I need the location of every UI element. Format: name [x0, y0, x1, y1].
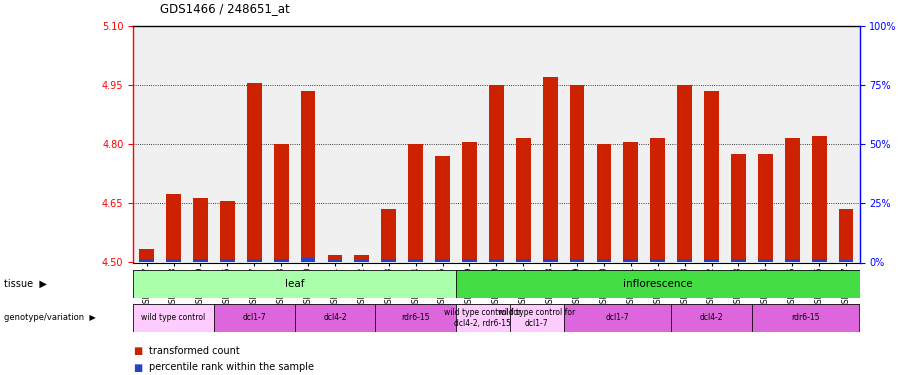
Text: percentile rank within the sample: percentile rank within the sample: [149, 363, 314, 372]
Bar: [409, 259, 423, 262]
Text: GDS1466 / 248651_at: GDS1466 / 248651_at: [160, 2, 290, 15]
Bar: [220, 258, 235, 262]
Bar: [382, 260, 396, 262]
Bar: [328, 260, 342, 262]
Bar: [651, 138, 665, 262]
Bar: [140, 249, 154, 262]
Text: wild type control: wild type control: [141, 314, 206, 322]
Bar: [678, 85, 692, 262]
Bar: [436, 260, 450, 262]
Bar: [456, 270, 860, 298]
Bar: [489, 85, 504, 262]
Bar: [274, 144, 289, 262]
Bar: [409, 144, 423, 262]
Bar: [166, 258, 181, 262]
Text: dcl1-7: dcl1-7: [606, 314, 629, 322]
Bar: [509, 304, 563, 332]
Bar: [301, 91, 315, 262]
Text: wild type control for
dcl4-2, rdr6-15: wild type control for dcl4-2, rdr6-15: [445, 308, 521, 327]
Bar: [839, 260, 853, 262]
Text: dcl4-2: dcl4-2: [699, 314, 724, 322]
Bar: [355, 260, 369, 262]
Text: tissue  ▶: tissue ▶: [4, 279, 48, 289]
Bar: [812, 259, 826, 262]
Bar: [462, 142, 477, 262]
Bar: [704, 258, 719, 262]
Bar: [436, 156, 450, 262]
Text: ■: ■: [133, 346, 142, 355]
Bar: [752, 304, 860, 332]
Bar: [563, 304, 671, 332]
Bar: [194, 260, 208, 262]
Bar: [274, 260, 289, 262]
Bar: [328, 255, 342, 262]
Text: dcl4-2: dcl4-2: [323, 314, 346, 322]
Bar: [543, 259, 557, 262]
Bar: [301, 258, 315, 262]
Text: dcl1-7: dcl1-7: [242, 314, 266, 322]
Bar: [597, 144, 611, 262]
Bar: [758, 154, 773, 262]
Bar: [516, 259, 531, 262]
Text: wild type control for
dcl1-7: wild type control for dcl1-7: [498, 308, 575, 327]
Bar: [812, 136, 826, 262]
Bar: [489, 258, 504, 262]
Bar: [166, 194, 181, 262]
Text: rdr6-15: rdr6-15: [791, 314, 820, 322]
Text: inflorescence: inflorescence: [623, 279, 693, 289]
Bar: [543, 77, 557, 262]
Bar: [220, 201, 235, 262]
Bar: [456, 304, 509, 332]
Bar: [140, 260, 154, 262]
Bar: [133, 304, 214, 332]
Bar: [247, 83, 262, 262]
Bar: [516, 138, 531, 262]
Bar: [375, 304, 456, 332]
Bar: [731, 154, 746, 262]
Bar: [294, 304, 375, 332]
Bar: [597, 260, 611, 262]
Bar: [758, 260, 773, 262]
Bar: [785, 138, 799, 262]
Text: genotype/variation  ▶: genotype/variation ▶: [4, 314, 96, 322]
Text: leaf: leaf: [284, 279, 304, 289]
Bar: [671, 304, 752, 332]
Bar: [247, 259, 262, 262]
Bar: [704, 91, 719, 262]
Bar: [382, 209, 396, 262]
Bar: [570, 259, 584, 262]
Bar: [133, 270, 456, 298]
Bar: [355, 255, 369, 262]
Bar: [731, 260, 746, 262]
Bar: [624, 142, 638, 262]
Bar: [785, 259, 799, 262]
Bar: [624, 259, 638, 262]
Text: transformed count: transformed count: [149, 346, 240, 355]
Text: rdr6-15: rdr6-15: [401, 314, 430, 322]
Bar: [214, 304, 294, 332]
Text: ■: ■: [133, 363, 142, 372]
Bar: [839, 209, 853, 262]
Bar: [678, 259, 692, 262]
Bar: [651, 259, 665, 262]
Bar: [462, 260, 477, 262]
Bar: [570, 85, 584, 262]
Bar: [194, 198, 208, 262]
